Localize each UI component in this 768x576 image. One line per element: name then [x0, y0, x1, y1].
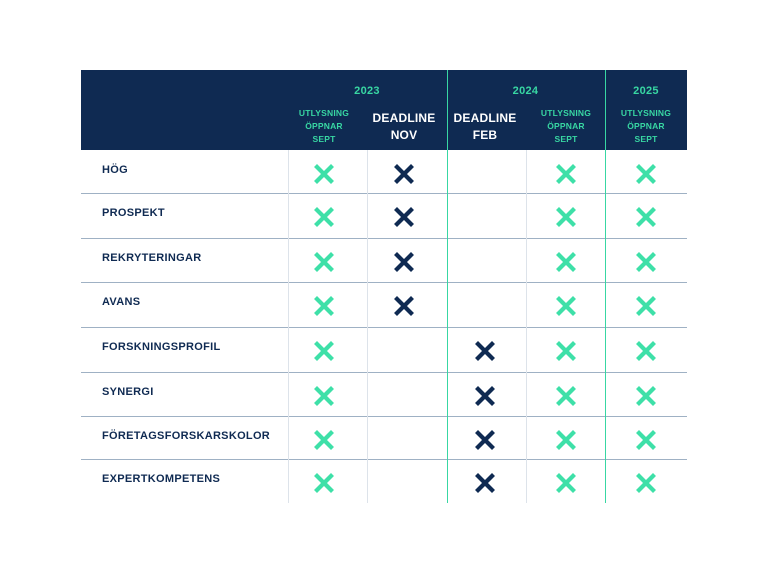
- table-row: SYNERGI: [81, 372, 687, 417]
- column-header-1: UTLYSNING ÖPPNAR SEPT: [298, 108, 350, 144]
- x-cross-icon: [556, 296, 576, 316]
- table-row: EXPERTKOMPETENS: [81, 459, 687, 503]
- row-label: REKRYTERINGAR: [102, 252, 202, 264]
- x-cross-icon: [636, 164, 656, 184]
- column-header-3: DEADLINE FEB: [453, 111, 517, 142]
- row-label: FORSKNINGSPROFIL: [102, 341, 221, 353]
- x-cross-icon: [636, 473, 656, 493]
- column-divider: [526, 150, 527, 503]
- table-row: REKRYTERINGAR: [81, 238, 687, 283]
- x-cross-icon: [636, 341, 656, 361]
- x-cross-icon: [636, 207, 656, 227]
- x-cross-icon: [314, 430, 334, 450]
- row-label: HÖG: [102, 164, 128, 176]
- table-row: PROSPEKT: [81, 193, 687, 239]
- column-divider: [367, 150, 368, 503]
- column-header-4: UTLYSNING ÖPPNAR SEPT: [540, 108, 592, 144]
- x-cross-icon: [314, 164, 334, 184]
- x-cross-icon: [475, 473, 495, 493]
- x-cross-icon: [314, 341, 334, 361]
- x-cross-icon: [556, 473, 576, 493]
- x-cross-icon: [556, 164, 576, 184]
- table-header: 2023 2024 2025 UTLYSNING ÖPPNAR SEPT DEADLIN…: [81, 70, 687, 150]
- x-cross-icon: [556, 386, 576, 406]
- row-divider: [81, 282, 687, 283]
- row-label: PROSPEKT: [102, 207, 165, 219]
- row-divider: [81, 327, 687, 328]
- year-label-2024: 2024: [512, 85, 539, 97]
- x-cross-icon: [314, 473, 334, 493]
- column-header-5: UTLYSNING ÖPPNAR SEPT: [620, 108, 672, 144]
- year-label-2025: 2025: [633, 85, 659, 97]
- x-cross-icon: [556, 207, 576, 227]
- schedule-table: 2023 2024 2025 UTLYSNING ÖPPNAR SEPT DEADLIN…: [81, 70, 687, 503]
- row-divider: [81, 372, 687, 373]
- x-cross-icon: [314, 296, 334, 316]
- x-cross-icon: [636, 430, 656, 450]
- table-row: HÖG: [81, 150, 687, 194]
- row-label: FÖRETAGSFORSKARSKOLOR: [102, 430, 271, 442]
- x-cross-icon: [556, 430, 576, 450]
- x-cross-icon: [314, 252, 334, 272]
- row-label: SYNERGI: [102, 386, 154, 398]
- x-cross-icon: [475, 341, 495, 361]
- x-cross-icon: [636, 386, 656, 406]
- year-divider: [447, 70, 448, 503]
- table-row: FORSKNINGSPROFIL: [81, 327, 687, 373]
- x-cross-icon: [475, 430, 495, 450]
- x-cross-icon: [556, 252, 576, 272]
- x-cross-icon: [556, 341, 576, 361]
- table-row: FÖRETAGSFORSKARSKOLOR: [81, 416, 687, 460]
- row-divider: [81, 193, 687, 194]
- column-divider: [288, 150, 289, 503]
- x-cross-icon: [394, 252, 414, 272]
- column-header-2: DEADLINE NOV: [372, 111, 436, 142]
- x-cross-icon: [314, 386, 334, 406]
- row-divider: [81, 459, 687, 460]
- x-cross-icon: [636, 296, 656, 316]
- row-label: EXPERTKOMPETENS: [102, 473, 221, 485]
- row-divider: [81, 238, 687, 239]
- row-divider: [81, 416, 687, 417]
- x-cross-icon: [394, 164, 414, 184]
- x-cross-icon: [636, 252, 656, 272]
- x-cross-icon: [394, 207, 414, 227]
- table-row: AVANS: [81, 282, 687, 328]
- x-cross-icon: [394, 296, 414, 316]
- x-cross-icon: [314, 207, 334, 227]
- year-label-2023: 2023: [354, 85, 380, 97]
- x-cross-icon: [475, 386, 495, 406]
- row-label: AVANS: [102, 296, 141, 308]
- year-divider: [605, 70, 606, 503]
